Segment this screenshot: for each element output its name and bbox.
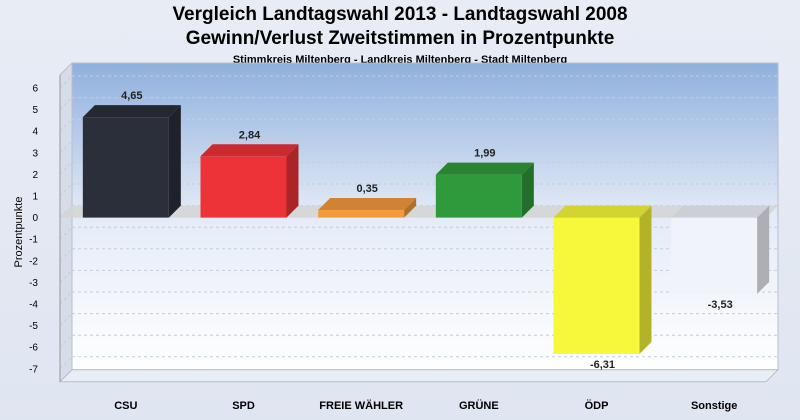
gridline-side [59,75,73,89]
x-tick-label: SPD [232,400,255,412]
y-tick-label: -2 [29,256,38,267]
y-tick-label: -1 [29,235,38,246]
bar-top [82,105,181,118]
bar-side [404,198,417,218]
x-tick-label: ÖDP [585,399,609,412]
x-tick-label: FREIE WÄHLER [319,399,403,412]
y-tick-label: -6 [29,343,38,354]
y-tick-label: -7 [29,364,38,375]
y-tick-label: 1 [32,192,38,203]
y-tick-label: 2 [32,170,38,181]
plot-floor [58,369,780,383]
gridline-side [59,118,73,132]
chart-title: Vergleich Landtagswahl 2013 - Landtagswa… [172,4,628,25]
data-label: -3,53 [708,299,733,311]
bar-side [286,144,299,218]
gridline-side [59,248,73,262]
gridline-side [59,183,73,197]
y-axis-label: Prozentpunkte [13,197,25,268]
bar [318,210,405,218]
gridline-side [59,334,73,348]
gridline-side [59,97,73,110]
bar-top [318,198,417,211]
x-tick-label: CSU [114,400,137,412]
x-tick-label: Sonstige [691,400,737,412]
y-tick-label: -4 [29,300,38,311]
y-tick-label: 6 [32,84,38,95]
y-tick-label: 4 [32,127,38,138]
y-tick-label: 5 [32,105,38,116]
x-tick-label: GRÜNE [459,399,499,412]
data-label: -6,31 [590,359,615,371]
bar [435,174,522,218]
gridline-side [59,162,73,175]
y-tick-label: -5 [29,321,38,332]
y-tick-label: 0 [32,213,38,224]
y-tick-label: -3 [29,278,38,289]
data-label: 1,99 [474,148,495,160]
data-label: 4,65 [121,90,142,102]
bar-side [168,105,181,218]
gridline-side [59,226,73,240]
gridline-side [59,313,73,326]
bar [82,117,169,218]
bar-side [521,162,534,218]
bar-top [435,162,534,175]
data-label: 0,35 [356,183,377,195]
bar-top [200,144,299,157]
gridline-side [59,140,73,154]
plot-left-wall [59,61,73,383]
data-label: 2,84 [239,129,261,141]
gridline-side [59,291,73,305]
bar-top [671,205,770,218]
bar-side [757,205,770,294]
bar-top [553,205,652,218]
gridline-side [59,356,73,370]
y-tick-label: 3 [32,148,38,159]
chart-subtitle: Gewinn/Verlust Zweitstimmen in Prozentpu… [185,28,615,49]
bar [671,217,758,294]
bar [200,156,287,218]
gridline-side [59,270,73,283]
bar-side [639,205,652,354]
bar [553,217,640,354]
